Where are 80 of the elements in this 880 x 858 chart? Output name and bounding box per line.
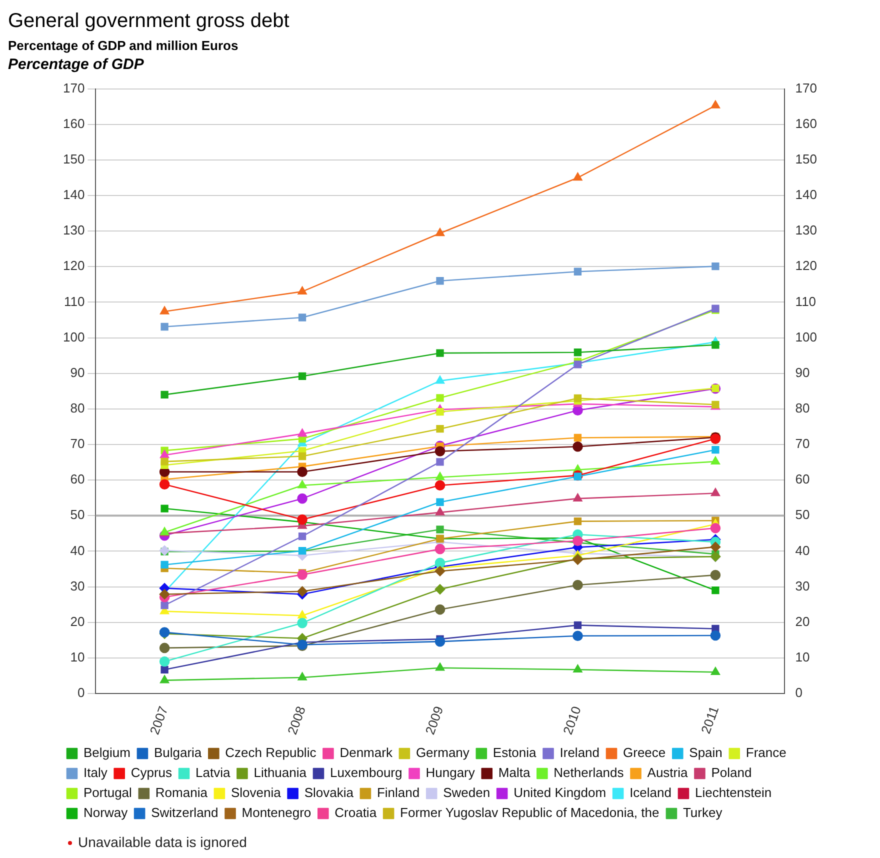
y-axis-title: Percentage of GDP xyxy=(8,56,144,73)
y2-tick-label: 150 xyxy=(795,152,818,167)
legend-label: Latvia xyxy=(196,765,231,780)
legend-label: Belgium xyxy=(84,745,130,760)
legend-label: Hungary xyxy=(426,765,476,780)
y2-tick-label: 10 xyxy=(795,649,810,664)
y-tick-label: 150 xyxy=(62,152,85,167)
y-tick-label: 20 xyxy=(70,614,85,629)
y2-tick-label: 110 xyxy=(795,294,816,309)
y2-tick-label: 130 xyxy=(795,222,818,238)
y-tick-label: 50 xyxy=(70,507,85,522)
y2-tick-label: 100 xyxy=(795,329,818,344)
x-tick-label: 2008 xyxy=(284,704,308,737)
y2-tick-label: 60 xyxy=(795,472,810,487)
y2-tick-label: 120 xyxy=(795,258,818,274)
y-tick-label: 60 xyxy=(70,472,85,487)
legend-label: Former Yugoslav Republic of Macedonia, the xyxy=(400,805,660,820)
legend-label: Bulgaria xyxy=(154,745,202,760)
legend-label: Netherlands xyxy=(554,765,624,780)
y-tick-label: 140 xyxy=(62,187,85,202)
legend-label: Poland xyxy=(711,765,752,780)
legend-label: Turkey xyxy=(682,805,723,820)
y2-tick-label: 90 xyxy=(795,364,810,380)
legend-label: Portugal xyxy=(84,785,132,800)
legend-label: Greece xyxy=(623,745,666,760)
y2-tick-label: 160 xyxy=(795,116,818,131)
y-tick-label: 130 xyxy=(62,222,85,238)
y-tick-label: 0 xyxy=(77,685,85,700)
y2-tick-label: 50 xyxy=(795,507,810,522)
legend-label: Romania xyxy=(155,785,208,800)
legend-label: Liechtenstein xyxy=(694,785,772,800)
y2-tick-label: 0 xyxy=(795,685,803,700)
y2-tick-label: 30 xyxy=(795,578,810,594)
legend-label: Spain xyxy=(689,745,722,760)
y2-tick-label: 170 xyxy=(795,80,818,96)
y2-tick-label: 20 xyxy=(795,614,810,629)
legend-label: Sweden xyxy=(443,785,490,800)
y-tick-label: 110 xyxy=(64,294,85,309)
legend-label: Italy xyxy=(84,765,108,780)
legend-label: Ireland xyxy=(560,745,600,760)
legend-label: Luxembourg xyxy=(330,765,402,780)
legend-label: Iceland xyxy=(630,785,672,800)
legend-label: Slovakia xyxy=(304,785,354,800)
legend-label: Estonia xyxy=(492,745,538,760)
x-tick-label: 2010 xyxy=(560,704,584,737)
y-tick-label: 90 xyxy=(70,364,85,380)
legend-label: Montenegro xyxy=(242,805,312,820)
chart-title: General government gross debt xyxy=(8,10,290,33)
x-tick-label: 2009 xyxy=(422,704,446,737)
y2-tick-label: 80 xyxy=(795,400,810,416)
y-tick-label: 40 xyxy=(70,542,85,558)
legend-label: Cyprus xyxy=(130,765,173,780)
y-tick-label: 100 xyxy=(62,329,85,344)
legend-label: Germany xyxy=(416,745,470,760)
x-tick-label: 2007 xyxy=(146,704,171,737)
legend-label: Malta xyxy=(498,765,531,780)
y2-tick-label: 70 xyxy=(795,436,810,452)
y-tick-label: 160 xyxy=(62,116,85,131)
text: Unavailable data is ignored xyxy=(78,834,247,850)
legend-label: Lithuania xyxy=(254,765,308,780)
legend-label: Finland xyxy=(376,785,420,800)
legend-label: Norway xyxy=(84,805,128,820)
x-tick-label: 2011 xyxy=(698,704,722,736)
y-tick-label: 170 xyxy=(62,80,85,96)
y-tick-label: 30 xyxy=(70,578,85,594)
legend-label: Slovenia xyxy=(230,785,282,800)
legend-label: United Kingdom xyxy=(514,785,606,800)
y-tick-label: 80 xyxy=(70,400,85,416)
y2-tick-label: 140 xyxy=(795,187,818,202)
legend-label: France xyxy=(746,745,786,760)
legend-label: Croatia xyxy=(334,805,378,820)
legend-label: Czech Republic xyxy=(225,745,317,760)
y2-tick-label: 40 xyxy=(795,542,810,558)
y-tick-label: 120 xyxy=(62,258,85,274)
y-tick-label: 70 xyxy=(70,436,85,452)
legend-label: Austria xyxy=(647,765,688,780)
legend-label: Switzerland xyxy=(151,805,218,820)
y-tick-label: 10 xyxy=(70,649,85,664)
chart-subtitle: Percentage of GDP and million Euros xyxy=(8,38,238,53)
legend-label: Denmark xyxy=(340,745,393,760)
